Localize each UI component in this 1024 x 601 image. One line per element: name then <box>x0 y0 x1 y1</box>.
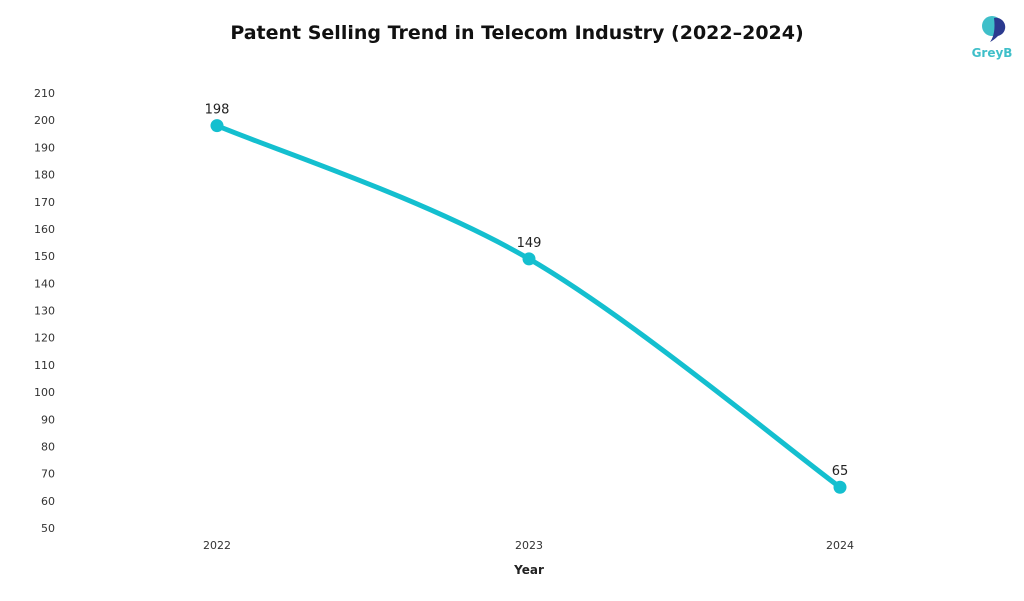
svg-text:GreyB: GreyB <box>972 46 1012 60</box>
greyb-logo: GreyB <box>972 10 1016 62</box>
y-tick-label: 140 <box>34 277 55 290</box>
y-axis: 50 60 70 80 90 100 110 120 130 140 150 160 170 180 190… <box>34 87 55 535</box>
data-point <box>522 252 536 266</box>
y-tick-label: 80 <box>41 440 55 453</box>
y-tick-label: 210 <box>34 87 55 100</box>
y-tick-label: 90 <box>41 413 55 426</box>
chart-title: Patent Selling Trend in Telecom Industry… <box>230 22 804 44</box>
y-tick-label: 110 <box>34 359 55 372</box>
y-tick-label: 130 <box>34 305 55 318</box>
y-tick-label: 60 <box>41 495 55 508</box>
y-tick-label: 120 <box>34 332 55 345</box>
x-tick-label: 2023 <box>515 539 543 552</box>
data-label: 149 <box>517 236 542 251</box>
y-tick-label: 50 <box>41 522 55 535</box>
y-tick-label: 190 <box>34 141 55 154</box>
x-tick-label: 2024 <box>826 539 854 552</box>
data-label: 65 <box>832 464 849 479</box>
data-point <box>833 480 847 494</box>
data-points: 198 149 65 <box>205 103 849 494</box>
y-tick-label: 170 <box>34 196 55 209</box>
y-tick-label: 100 <box>34 386 55 399</box>
series-line <box>214 123 843 490</box>
x-tick-label: 2022 <box>203 539 231 552</box>
data-point <box>210 119 224 133</box>
y-tick-label: 200 <box>34 114 55 127</box>
x-axis: 2022 2023 2024 <box>203 539 854 552</box>
y-tick-label: 180 <box>34 169 55 182</box>
x-axis-title: Year <box>513 563 544 577</box>
y-tick-label: 70 <box>41 468 55 481</box>
y-tick-label: 160 <box>34 223 55 236</box>
data-label: 198 <box>205 103 230 118</box>
y-tick-label: 150 <box>34 250 55 263</box>
